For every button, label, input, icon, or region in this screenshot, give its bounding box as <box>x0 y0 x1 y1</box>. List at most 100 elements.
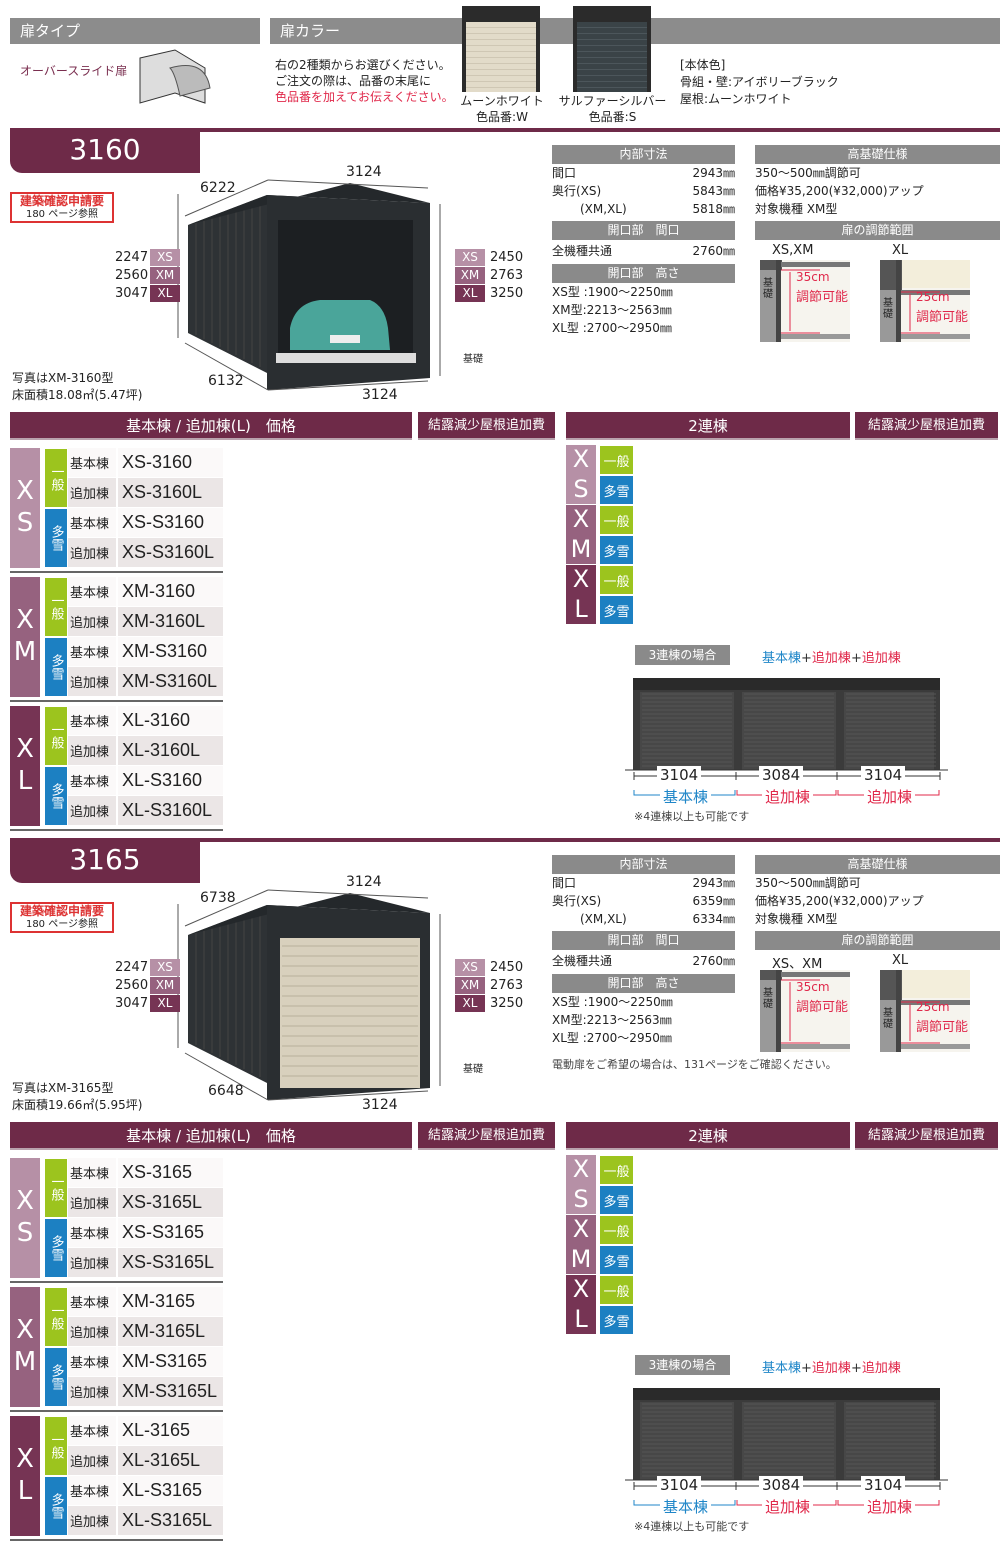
model-number[interactable]: XM-S3160 <box>118 637 223 666</box>
model-number[interactable]: XS-S3165L <box>118 1248 223 1277</box>
floor-area: 床面積18.08㎡(5.47坪) <box>12 388 143 402</box>
size-group-label: XM <box>566 504 596 565</box>
color-swatch-moon-white[interactable] <box>462 6 540 92</box>
formula-part: + <box>801 1361 812 1376</box>
spec-row: (XM,XL) 6334㎜ <box>552 910 735 928</box>
spec-value: 2943㎜ <box>692 166 735 180</box>
left-height-size-badge: XM <box>150 267 180 284</box>
section-rule <box>10 838 1000 842</box>
spec-value: 6334㎜ <box>692 912 735 926</box>
row-type-label: 追加棟 <box>68 1317 116 1346</box>
foundation-label: 基礎 <box>883 1008 893 1030</box>
model-number[interactable]: XM-S3165L <box>118 1377 223 1406</box>
model-number[interactable]: XL-3165 <box>118 1416 223 1445</box>
load-type-label: 一般 <box>45 1159 67 1217</box>
right-height-value: 3250 <box>490 286 524 301</box>
model-number[interactable]: XM-S3165 <box>118 1347 223 1376</box>
spec-column-left: 内部寸法 間口 2943㎜ 奥行(XS) 5843㎜ (XM,XL) 5818㎜ 開口部 間口… <box>552 145 735 337</box>
triple-unit-label: 追加棟 <box>762 1496 814 1517</box>
right-height-value: 3250 <box>490 996 524 1011</box>
model-number[interactable]: XM-3160L <box>118 607 223 636</box>
garage-illustration <box>0 128 550 412</box>
model-number[interactable]: XL-3160 <box>118 706 223 735</box>
formula-part: 基本棟 <box>762 651 802 666</box>
row-type-label: 基本棟 <box>68 1287 116 1316</box>
load-type-label: 一般 <box>45 1288 67 1346</box>
model-number[interactable]: XS-3160L <box>118 478 223 507</box>
load-type-label: 多雪 <box>45 767 67 825</box>
high-foundation-row: 350〜500㎜調節可 <box>755 876 861 890</box>
model-number[interactable]: XM-3165L <box>118 1317 223 1346</box>
permit-required-box: 建築確認申請要 180 ページ参照 <box>10 192 114 223</box>
row-type-label: 基本棟 <box>68 1158 116 1187</box>
floor-area: 床面積19.66㎡(5.95坪) <box>12 1098 143 1112</box>
spec-row: 全機種共通 2760㎜ <box>552 952 735 970</box>
opening-height-row: XS型 :1900〜2250㎜ <box>552 995 673 1009</box>
model-number[interactable]: XL-S3165 <box>118 1476 223 1505</box>
row-type-label: 追加棟 <box>68 667 116 696</box>
spec-value: 5843㎜ <box>692 184 735 198</box>
model-number[interactable]: XS-3160 <box>118 448 223 477</box>
high-foundation-row: 価格¥35,200(¥32,000)アップ <box>755 184 924 198</box>
width-bottom-dimension: 3124 <box>362 387 398 403</box>
size-group-label: XS <box>10 1158 40 1278</box>
load-type-label: 多雪 <box>45 1477 67 1535</box>
model-number[interactable]: XL-3160L <box>118 736 223 765</box>
color-code: 色品番:S <box>588 110 637 124</box>
body-color-title: [本体色] <box>680 58 726 72</box>
opening-height-heading: 開口部 高さ <box>552 974 735 993</box>
model-number[interactable]: XL-3165L <box>118 1446 223 1475</box>
spec-row: 奥行(XS) 5843㎜ <box>552 182 735 200</box>
model-number[interactable]: XS-S3160L <box>118 538 223 567</box>
spec-value: 2943㎜ <box>692 876 735 890</box>
left-height-value: 2247 <box>115 250 149 265</box>
color-name: サルファーシルバー <box>558 94 667 108</box>
spec-row: 間口 2943㎜ <box>552 874 735 892</box>
permit-title: 建築確認申請要 <box>19 904 104 918</box>
permit-reference: 180 ページ参照 <box>25 919 99 930</box>
spec-label: 間口 <box>552 876 577 890</box>
size-group-label: XS <box>10 448 40 568</box>
garage-illustration <box>0 838 550 1122</box>
body-color: [本体色] 骨組・壁:アイボリーブラック 屋根:ムーンホワイト <box>680 57 839 108</box>
model-number[interactable]: XS-S3160 <box>118 508 223 537</box>
high-foundation-row: 対象機種 XM型 <box>755 202 838 216</box>
load-type-label: 一般 <box>45 449 67 507</box>
spec-row: (XM,XL) 5818㎜ <box>552 200 735 218</box>
right-height-size-badge: XS <box>455 249 485 266</box>
triple-unit-label: 追加棟 <box>864 786 916 807</box>
body-color-roof: 屋根:ムーンホワイト <box>680 92 792 106</box>
opening-height-row: XM型:2213〜2563㎜ <box>552 1013 672 1027</box>
size-group-label: XM <box>10 577 40 697</box>
high-foundation-row: 価格¥35,200(¥32,000)アップ <box>755 894 924 908</box>
row-type-label: 基本棟 <box>68 706 116 735</box>
spec-label: 奥行(XS) <box>552 184 602 198</box>
model-number[interactable]: XS-3165L <box>118 1188 223 1217</box>
electric-door-note: 電動扉をご希望の場合は、131ページをご確認ください。 <box>552 1058 837 1071</box>
model-number[interactable]: XS-3165 <box>118 1158 223 1187</box>
color-name: ムーンホワイト <box>460 94 544 108</box>
instruction-line: ご注文の際は、品番の末尾に <box>275 74 432 88</box>
triple-width-dimension: 3084 <box>759 1476 804 1494</box>
inner-dimensions-heading: 内部寸法 <box>552 145 735 164</box>
adjust-range: 35cm <box>796 270 830 284</box>
right-height-size-badge: XM <box>455 267 485 284</box>
right-height-value: 2450 <box>490 960 524 975</box>
color-swatch-sulfur-silver[interactable] <box>573 6 651 92</box>
left-height-value: 3047 <box>115 996 149 1011</box>
model-number[interactable]: XM-3165 <box>118 1287 223 1316</box>
model-number[interactable]: XM-S3160L <box>118 667 223 696</box>
door-adjust-diagram <box>880 970 970 1072</box>
size-group-label: XM <box>10 1287 40 1407</box>
row-type-label: 追加棟 <box>68 1248 116 1277</box>
load-type-label: 多雪 <box>600 1246 633 1274</box>
row-type-label: 基本棟 <box>68 448 116 477</box>
color-code: 色品番:W <box>476 110 528 124</box>
model-number[interactable]: XM-3160 <box>118 577 223 606</box>
load-type-label: 多雪 <box>45 1219 67 1277</box>
model-number[interactable]: XL-S3160 <box>118 766 223 795</box>
model-number[interactable]: XS-S3165 <box>118 1218 223 1247</box>
model-number[interactable]: XL-S3160L <box>118 796 223 825</box>
model-number[interactable]: XL-S3165L <box>118 1506 223 1535</box>
right-height-size-badge: XL <box>455 285 485 302</box>
